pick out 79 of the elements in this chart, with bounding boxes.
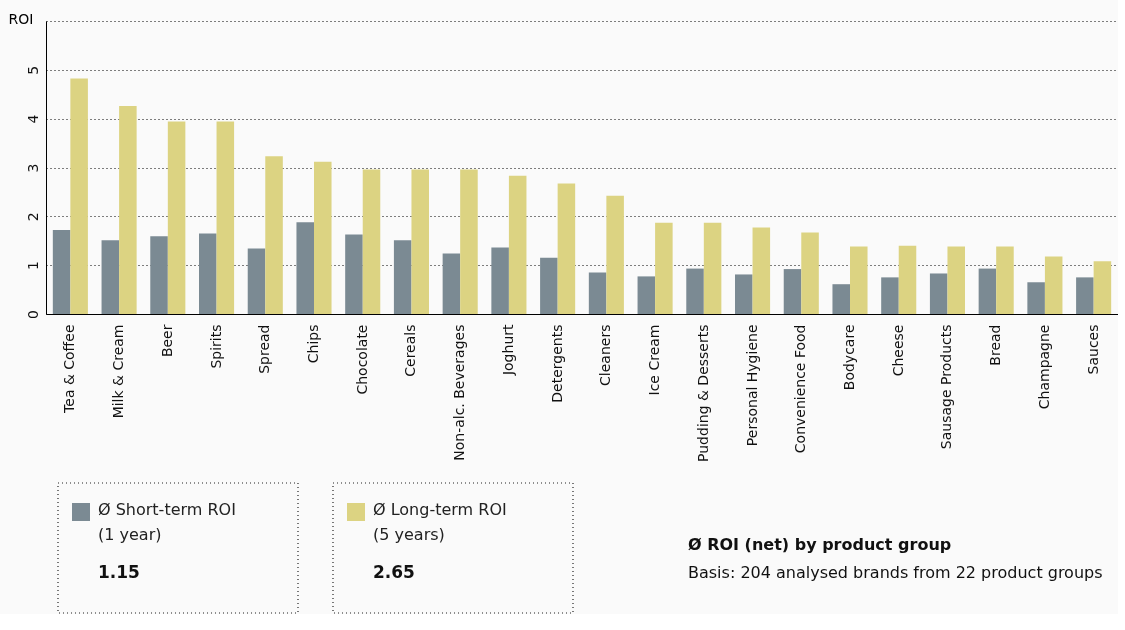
y-axis-title: ROI bbox=[8, 10, 34, 27]
x-tick-label: Spirits bbox=[207, 324, 224, 369]
x-tick-label: Chips bbox=[305, 324, 321, 364]
x-tick-label: Milk & Cream bbox=[110, 324, 127, 419]
x-tick-label: Chocolate bbox=[353, 324, 370, 395]
bar bbox=[929, 273, 948, 314]
bar bbox=[783, 269, 802, 314]
bar bbox=[199, 233, 217, 314]
bar bbox=[411, 169, 429, 314]
bar bbox=[216, 121, 235, 314]
bar bbox=[978, 268, 997, 314]
y-tick-label: 1 bbox=[24, 261, 41, 271]
bar bbox=[52, 230, 71, 314]
bar bbox=[881, 277, 899, 314]
bar bbox=[832, 284, 850, 314]
bar bbox=[150, 236, 168, 314]
x-tick-label: Personal Hygiene bbox=[743, 324, 760, 447]
x-tick-label: Bread bbox=[987, 324, 1004, 366]
bar bbox=[491, 247, 509, 314]
x-tick-label: Ice Cream bbox=[646, 324, 663, 396]
bar bbox=[752, 227, 771, 314]
bar bbox=[850, 246, 868, 314]
bar bbox=[735, 274, 753, 314]
x-tick-label: Bodycare bbox=[841, 324, 857, 391]
x-tick-label: Tea & Coffee bbox=[61, 324, 78, 414]
x-tick-label: Spread bbox=[256, 324, 273, 374]
bar bbox=[996, 246, 1014, 314]
x-tick-label: Non-alc. Beverages bbox=[451, 324, 468, 461]
x-tick-label: Cereals bbox=[402, 324, 419, 377]
x-tick-label: Detergents bbox=[548, 324, 565, 403]
bar bbox=[540, 257, 558, 314]
x-tick-label: Pudding & Desserts bbox=[694, 324, 711, 462]
x-tick-label: Cheese bbox=[889, 324, 906, 377]
y-tick-label: 4 bbox=[24, 114, 41, 124]
bar bbox=[508, 175, 527, 314]
text: 1.15 bbox=[98, 562, 140, 582]
bar bbox=[1044, 256, 1063, 314]
bar bbox=[265, 156, 283, 314]
bar bbox=[655, 222, 673, 314]
x-tick-label: Beer bbox=[158, 324, 175, 358]
x-tick-label: Convenience Food bbox=[792, 324, 809, 454]
x-tick-label: Champagne bbox=[1035, 324, 1052, 410]
bar bbox=[637, 276, 656, 314]
bar bbox=[1027, 282, 1045, 314]
y-tick-label: 3 bbox=[24, 163, 41, 173]
bar bbox=[247, 248, 266, 314]
bar bbox=[1093, 261, 1112, 314]
y-tick-label: 5 bbox=[24, 65, 41, 75]
bar bbox=[101, 240, 120, 314]
x-tick-label: Sausage Products bbox=[938, 324, 955, 450]
bar bbox=[898, 245, 917, 314]
x-tick-label: Joghurt bbox=[499, 324, 516, 377]
y-tick-label: 0 bbox=[24, 310, 41, 319]
text: 2.65 bbox=[373, 562, 415, 582]
legend-label: Ø Long-term ROI (5 years) bbox=[373, 500, 507, 544]
bar bbox=[557, 183, 576, 314]
legend-label: Ø Short-term ROI (1 year) bbox=[98, 500, 236, 544]
text: Basis: 204 analysed brands from 22 product groups bbox=[688, 563, 1103, 582]
bar bbox=[167, 121, 186, 314]
x-tick-label: Sauces bbox=[1084, 324, 1101, 375]
bar bbox=[362, 169, 381, 314]
bar bbox=[1076, 277, 1094, 314]
bar bbox=[442, 253, 461, 314]
bar bbox=[801, 232, 819, 314]
bar bbox=[947, 246, 965, 314]
bar bbox=[314, 161, 332, 314]
bar bbox=[393, 240, 412, 314]
x-tick-label: Cleaners bbox=[597, 324, 614, 386]
bar bbox=[70, 78, 88, 314]
bar bbox=[686, 268, 704, 314]
text: Ø ROI (net) by product group bbox=[688, 535, 952, 554]
bar bbox=[703, 222, 722, 314]
bar bbox=[119, 105, 137, 314]
bar bbox=[460, 169, 478, 314]
bar bbox=[588, 272, 607, 314]
bar bbox=[296, 222, 314, 314]
bar bbox=[345, 234, 363, 314]
y-tick-label: 2 bbox=[24, 212, 41, 222]
bar bbox=[606, 195, 624, 314]
